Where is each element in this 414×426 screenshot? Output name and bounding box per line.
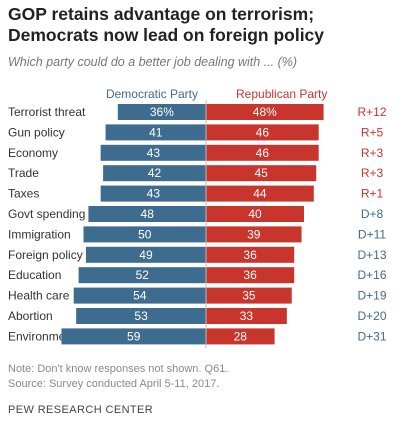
advantage-label: D+13	[357, 248, 386, 262]
bar-democratic	[117, 104, 206, 120]
bar-value-republican: 46	[256, 146, 270, 160]
bar-value-republican: 36	[243, 268, 257, 282]
category-label: Education	[8, 268, 61, 282]
advantage-label: R+3	[361, 166, 384, 180]
footer-brand: PEW RESEARCH CENTER	[8, 404, 154, 416]
category-label: Health care	[8, 289, 70, 303]
chart-subtitle: Which party could do a better job dealin…	[8, 55, 298, 69]
category-label: Govt spending	[8, 207, 85, 221]
bar-value-republican: 28	[234, 329, 248, 343]
advantage-label: D+11	[358, 227, 386, 241]
bar-democratic	[78, 267, 206, 284]
advantage-label: D+8	[361, 207, 384, 221]
bar-democratic	[85, 246, 206, 263]
category-label: Immigration	[8, 227, 71, 241]
bar-democratic	[88, 206, 206, 222]
bar-value-republican: 36	[243, 248, 257, 262]
bar-value-republican: 40	[248, 207, 262, 221]
bar-republican	[206, 144, 319, 161]
chart-source: Source: Survey conducted April 5-11, 201…	[8, 378, 220, 390]
bar-value-democratic: 41	[149, 125, 163, 139]
bar-democratic	[100, 185, 206, 202]
bar-republican	[206, 165, 317, 182]
bar-value-democratic: 54	[133, 289, 147, 303]
bar-value-democratic: 52	[136, 268, 150, 282]
bar-republican	[206, 226, 302, 243]
category-label: Terrorist threat	[8, 105, 86, 119]
bar-value-democratic: 53	[134, 309, 148, 323]
bar-value-democratic: 49	[139, 248, 153, 262]
bar-value-republican: 33	[240, 309, 254, 323]
bar-value-democratic: 59	[127, 329, 141, 343]
bar-democratic	[83, 226, 206, 243]
advantage-label: R+12	[357, 105, 386, 119]
advantage-label: D+31	[357, 329, 386, 343]
category-label: Economy	[8, 146, 58, 160]
bar-republican	[206, 328, 275, 345]
bar-democratic	[105, 124, 206, 141]
bar-value-republican: 44	[253, 187, 267, 201]
chart-note: Note: Don't know responses not shown. Q6…	[8, 363, 229, 375]
bar-republican	[206, 267, 295, 284]
bar-value-democratic: 43	[147, 187, 161, 201]
bar-value-republican: 46	[256, 125, 270, 139]
bar-democratic	[61, 328, 207, 345]
category-label: Gun policy	[8, 125, 65, 139]
advantage-label: R+1	[361, 187, 384, 201]
bar-democratic	[103, 165, 206, 182]
bar-value-democratic: 43	[147, 146, 161, 160]
advantage-label: R+5	[361, 125, 384, 139]
bar-republican	[206, 308, 287, 324]
bar-republican	[206, 185, 314, 202]
bar-value-democratic: 50	[138, 227, 152, 241]
bar-value-republican: 45	[254, 166, 268, 180]
bar-value-democratic: 42	[148, 166, 162, 180]
category-label: Taxes	[8, 187, 39, 201]
category-label: Abortion	[8, 309, 53, 323]
bar-value-democratic: 48	[141, 207, 155, 221]
category-label: Environment	[8, 329, 76, 343]
bar-democratic	[100, 144, 206, 161]
bar-democratic	[73, 287, 206, 304]
bar-value-republican: 35	[242, 289, 256, 303]
bar-republican	[206, 287, 292, 304]
advantage-label: D+16	[357, 268, 386, 282]
bar-value-republican: 48%	[253, 105, 277, 119]
bar-value-republican: 39	[247, 227, 261, 241]
series-label-democratic: Democratic Party	[106, 87, 198, 101]
advantage-label: D+19	[357, 289, 386, 303]
bar-democratic	[76, 308, 207, 324]
bar-republican	[206, 246, 295, 263]
advantage-label: D+20	[357, 309, 386, 323]
bar-republican	[206, 104, 324, 120]
category-label: Foreign policy	[8, 248, 83, 262]
bar-republican	[206, 124, 319, 141]
advantage-label: R+3	[361, 146, 384, 160]
category-label: Trade	[8, 166, 39, 180]
bar-republican	[206, 206, 304, 222]
bar-value-democratic: 36%	[150, 105, 174, 119]
chart-title: GOP retains advantage on terrorism; Demo…	[8, 4, 325, 45]
series-label-republican: Republican Party	[236, 87, 327, 101]
